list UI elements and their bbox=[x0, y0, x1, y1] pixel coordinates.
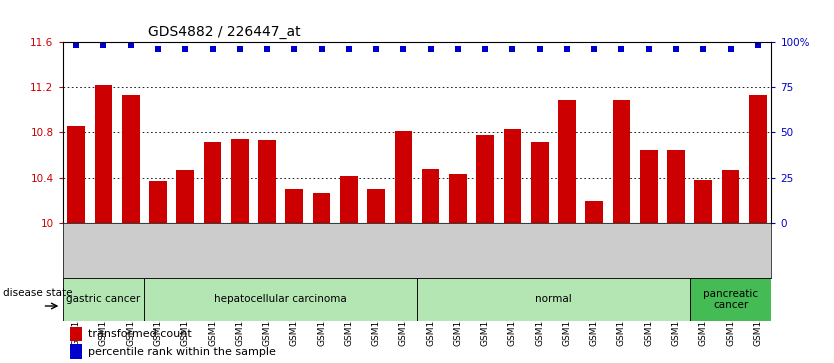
Point bbox=[670, 46, 683, 52]
Bar bbox=[394, 131, 412, 223]
Point bbox=[397, 46, 410, 52]
Bar bbox=[695, 180, 712, 223]
Text: hepatocellular carcinoma: hepatocellular carcinoma bbox=[214, 294, 347, 305]
Text: transformed count: transformed count bbox=[88, 329, 192, 339]
Text: GDS4882 / 226447_at: GDS4882 / 226447_at bbox=[148, 25, 300, 39]
Point bbox=[642, 46, 656, 52]
Point bbox=[424, 46, 437, 52]
Bar bbox=[69, 327, 83, 341]
Bar bbox=[749, 95, 766, 223]
Point bbox=[451, 46, 465, 52]
Bar bbox=[259, 140, 276, 223]
Text: disease state: disease state bbox=[3, 288, 73, 298]
Point bbox=[97, 42, 110, 48]
Point bbox=[587, 46, 600, 52]
Bar bbox=[149, 181, 167, 223]
Bar bbox=[449, 175, 467, 223]
Point bbox=[151, 46, 164, 52]
Bar bbox=[63, 278, 144, 321]
Point bbox=[479, 46, 492, 52]
Point bbox=[696, 46, 710, 52]
Text: percentile rank within the sample: percentile rank within the sample bbox=[88, 347, 276, 356]
Point bbox=[206, 46, 219, 52]
Point bbox=[260, 46, 274, 52]
Point bbox=[724, 46, 737, 52]
Bar bbox=[690, 278, 771, 321]
Point bbox=[178, 46, 192, 52]
Bar bbox=[530, 142, 549, 223]
Bar bbox=[122, 95, 139, 223]
Point bbox=[342, 46, 355, 52]
Bar bbox=[558, 99, 575, 223]
Bar bbox=[640, 150, 658, 223]
Point bbox=[615, 46, 628, 52]
Bar bbox=[203, 142, 221, 223]
Bar bbox=[68, 126, 85, 223]
Point bbox=[505, 46, 519, 52]
Bar bbox=[94, 85, 113, 223]
Point bbox=[234, 46, 247, 52]
Point bbox=[533, 46, 546, 52]
Bar bbox=[721, 170, 740, 223]
Bar bbox=[231, 139, 249, 223]
Bar bbox=[476, 135, 494, 223]
Text: pancreatic
cancer: pancreatic cancer bbox=[703, 289, 758, 310]
Point bbox=[751, 42, 765, 48]
Bar bbox=[176, 170, 194, 223]
Bar bbox=[504, 129, 521, 223]
Bar bbox=[367, 189, 385, 223]
Bar bbox=[417, 278, 690, 321]
Bar bbox=[585, 201, 603, 223]
Bar bbox=[285, 189, 304, 223]
Point bbox=[69, 42, 83, 48]
Point bbox=[288, 46, 301, 52]
Bar bbox=[340, 176, 358, 223]
Point bbox=[560, 46, 574, 52]
Bar bbox=[422, 169, 440, 223]
Point bbox=[369, 46, 383, 52]
Text: normal: normal bbox=[535, 294, 571, 305]
Point bbox=[124, 42, 138, 48]
Bar bbox=[144, 278, 417, 321]
Bar bbox=[313, 193, 330, 223]
Bar bbox=[69, 344, 83, 359]
Bar bbox=[667, 150, 685, 223]
Point bbox=[315, 46, 329, 52]
Bar bbox=[613, 99, 631, 223]
Text: gastric cancer: gastric cancer bbox=[67, 294, 141, 305]
